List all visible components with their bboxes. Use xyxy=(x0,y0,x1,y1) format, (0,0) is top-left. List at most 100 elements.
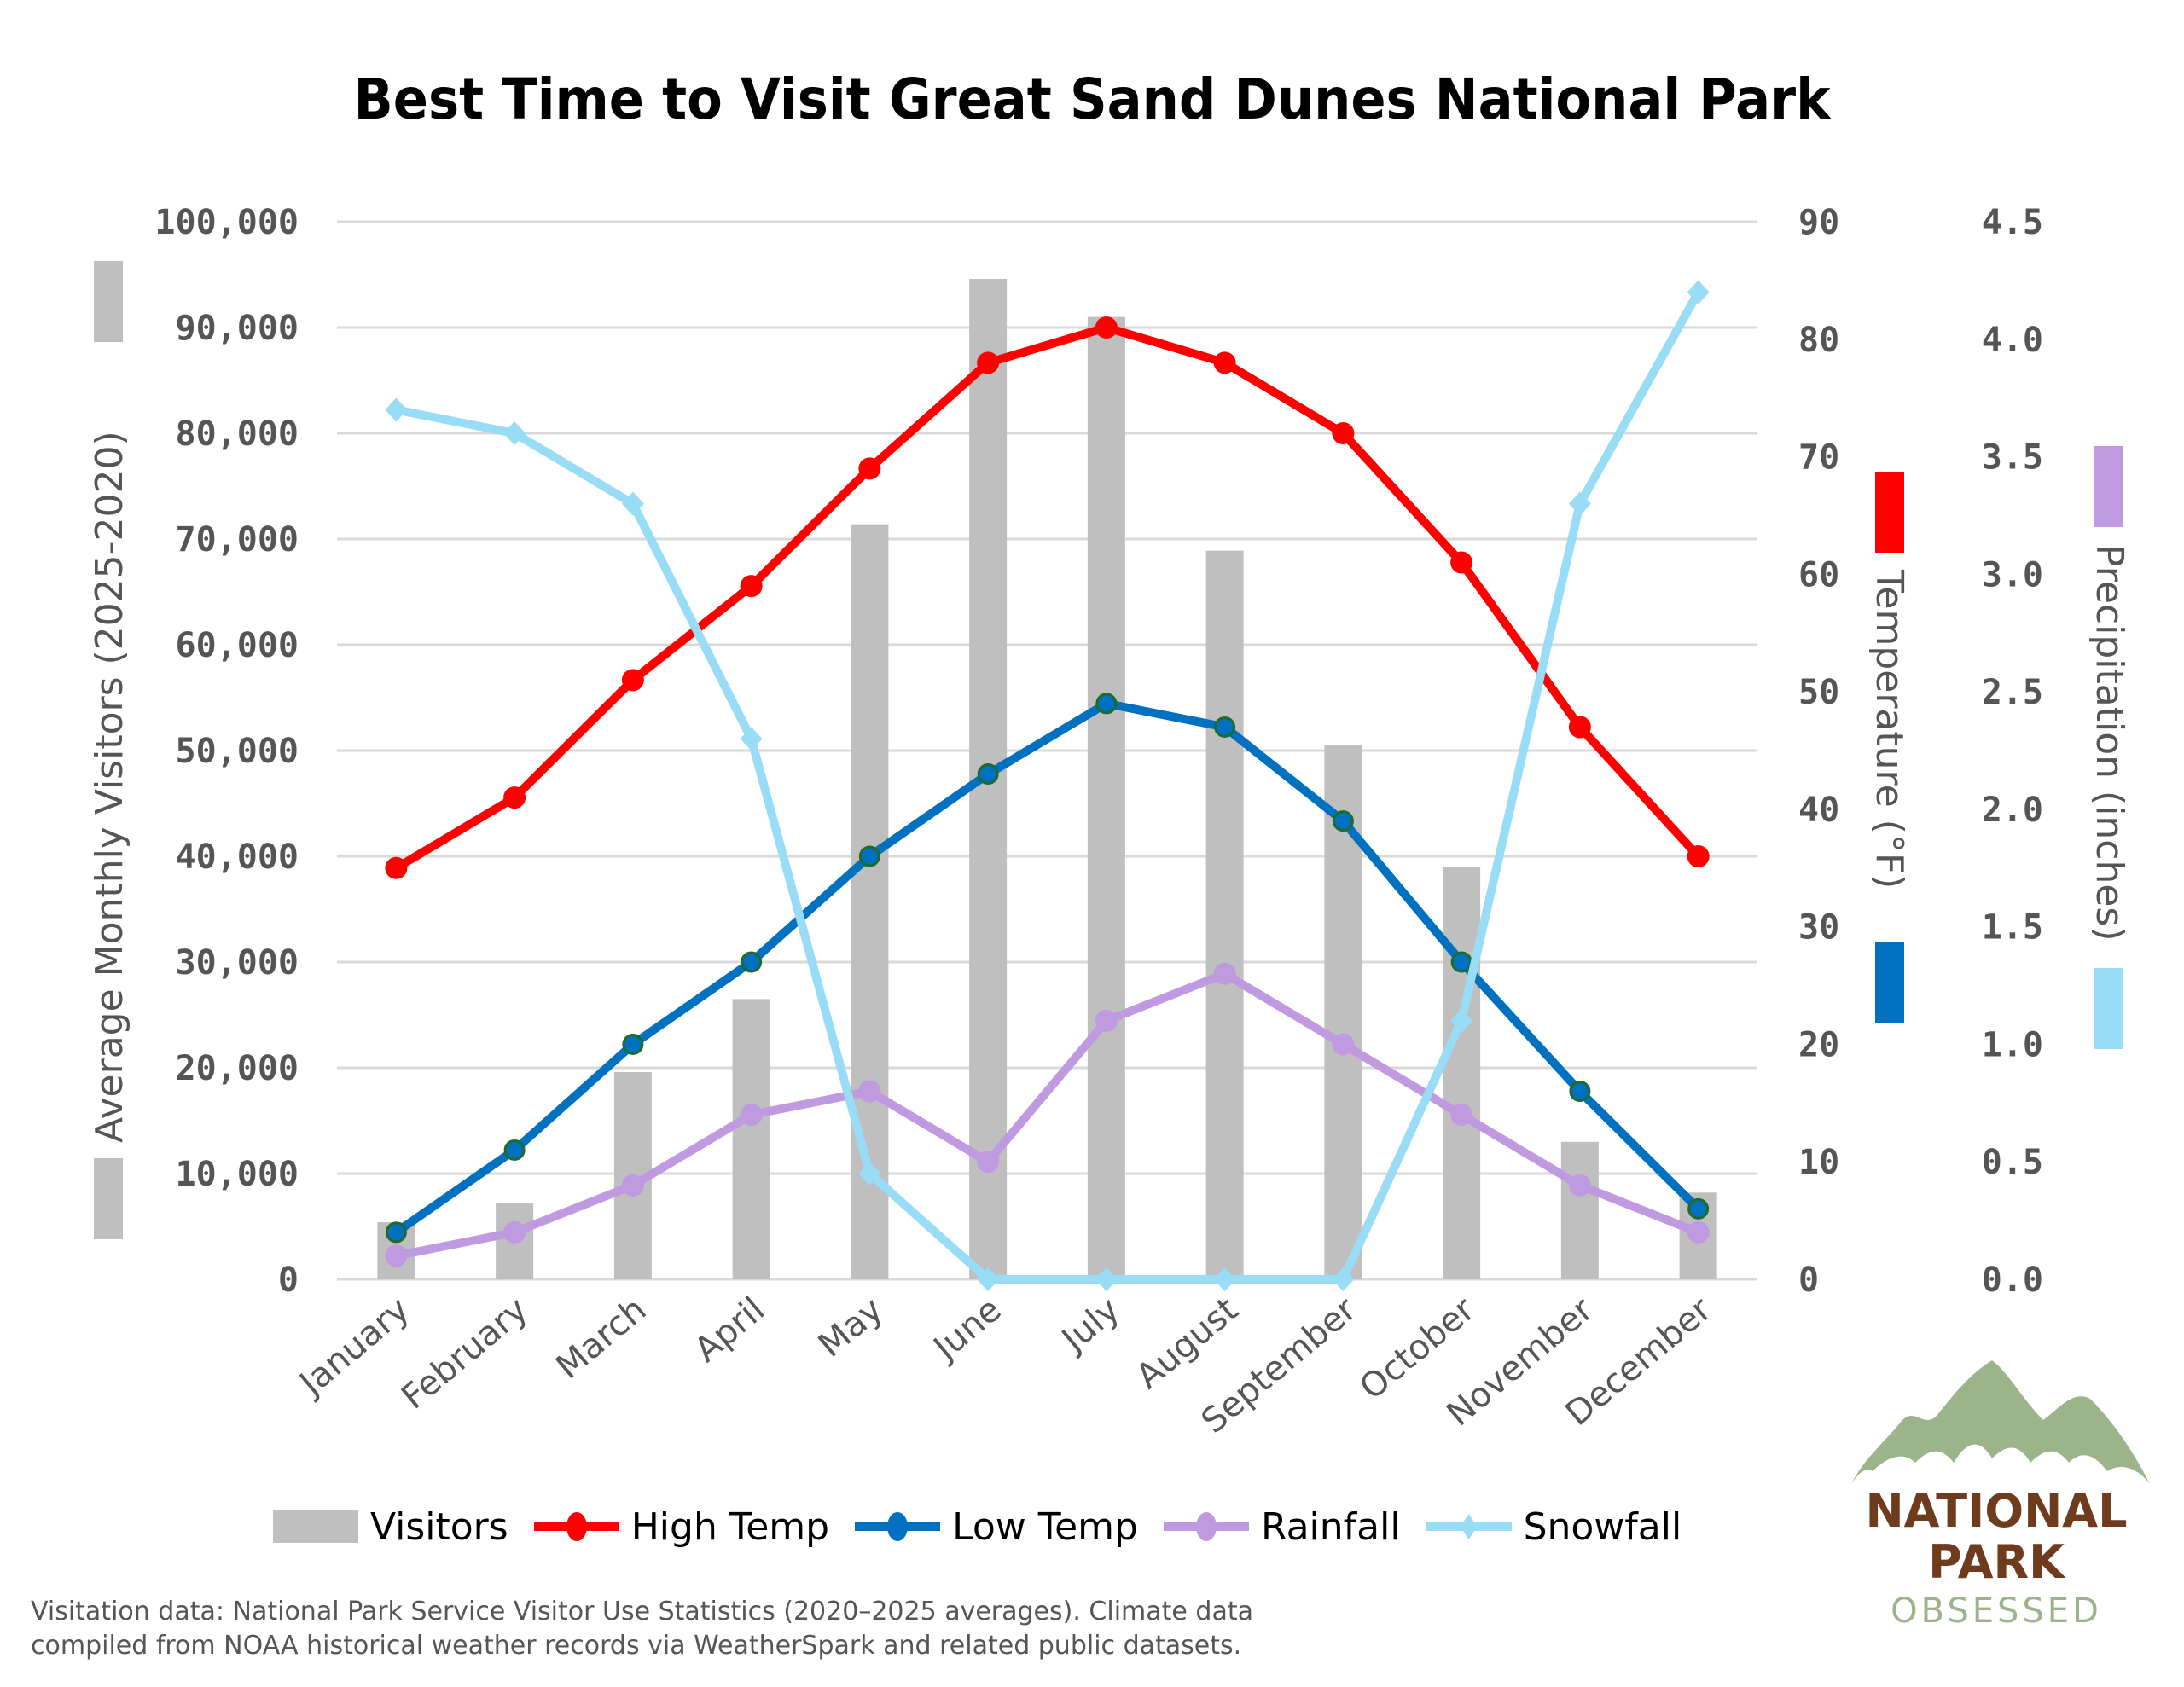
rainfall-marker xyxy=(858,1080,881,1103)
low-temp-marker xyxy=(977,763,999,786)
footnote-line-2: compiled from NOAA historical weather re… xyxy=(31,1631,1242,1661)
month-label: July xyxy=(1053,1290,1127,1360)
snowfall-marker xyxy=(385,397,408,422)
logo-text-park: PARK xyxy=(1928,1535,2065,1589)
rainfall-marker xyxy=(1332,1033,1355,1056)
logo-text-obsessed: OBSESSED xyxy=(1891,1591,2102,1631)
snowfall-series xyxy=(385,280,1710,1291)
series-lines xyxy=(385,280,1710,1291)
rainfall-marker xyxy=(1687,1220,1710,1244)
legend-item-high-temp: High Temp xyxy=(533,1504,830,1549)
left-axis-tick: 100,000 xyxy=(154,203,299,242)
high-temp-marker xyxy=(503,786,526,809)
left-axis-ticks: 100,000 90,000 80,000 70,000 60,000 50,000 40,… xyxy=(154,203,299,1300)
month-label: May xyxy=(811,1290,891,1365)
national-park-obsessed-logo: NATIONAL PARK OBSESSED xyxy=(1826,1356,2167,1638)
temp-axis-tick: 40 xyxy=(1798,791,1839,830)
temp-axis-tick: 30 xyxy=(1798,908,1839,948)
legend-label-low-temp: Low Temp xyxy=(952,1504,1138,1549)
left-axis-tick: 80,000 xyxy=(176,415,299,454)
left-axis-tick: 70,000 xyxy=(176,520,299,559)
high-temp-marker xyxy=(977,351,1000,374)
rainfall-marker xyxy=(977,1151,1000,1174)
high-temp-marker xyxy=(740,575,763,598)
logo-text-national: NATIONAL xyxy=(1865,1484,2128,1538)
left-axis-tick: 10,000 xyxy=(176,1155,299,1194)
high-temp-marker xyxy=(858,457,881,480)
snowfall-marker xyxy=(740,727,763,751)
visitor-bar xyxy=(1087,316,1125,1280)
left-axis-tick: 50,000 xyxy=(176,732,299,771)
low-temp-marker xyxy=(1450,951,1472,973)
low-temp-marker xyxy=(503,1139,526,1161)
high-temp-marker xyxy=(385,856,408,879)
precip-axis-tick: 1.0 xyxy=(1982,1025,2043,1064)
precip-axis-title: Precipitation (inches) xyxy=(2088,544,2131,942)
rainfall-marker xyxy=(503,1220,526,1244)
visitor-bar xyxy=(1443,867,1481,1279)
high-temp-axis-swatch xyxy=(1875,472,1904,553)
precip-axis-tick: 0.5 xyxy=(1982,1143,2043,1182)
precip-axis-tick: 4.0 xyxy=(1982,321,2043,360)
month-label: June xyxy=(925,1290,1009,1369)
snowfall-axis-swatch xyxy=(2094,968,2123,1049)
temp-axis-tick: 80 xyxy=(1798,321,1839,360)
low-temp-marker xyxy=(1214,716,1236,738)
month-label: August xyxy=(1129,1290,1246,1396)
visitors-axis-swatch-top xyxy=(94,261,123,342)
precip-axis-tick: 0.0 xyxy=(1982,1261,2043,1300)
precip-axis-tick: 2.5 xyxy=(1982,673,2043,712)
legend-label-visitors: Visitors xyxy=(370,1504,508,1549)
source-footnote: Visitation data: National Park Service V… xyxy=(31,1595,1310,1663)
left-axis-tick: 30,000 xyxy=(176,943,299,983)
snowfall-marker xyxy=(503,421,526,445)
precip-axis-tick: 3.0 xyxy=(1982,555,2043,594)
footnote-line-1: Visitation data: National Park Service V… xyxy=(31,1597,1253,1626)
high-temp-marker xyxy=(1095,316,1118,339)
high-temp-marker xyxy=(1687,845,1710,867)
rainfall-marker xyxy=(385,1244,408,1267)
legend-item-visitors: Visitors xyxy=(273,1505,508,1549)
left-axis-tick: 0 xyxy=(278,1261,299,1300)
rainfall-marker xyxy=(1568,1174,1591,1197)
low-temp-marker xyxy=(1569,1081,1591,1103)
precip-axis-tick: 4.5 xyxy=(1982,203,2043,242)
high-temp-marker xyxy=(1450,551,1473,574)
month-label: April xyxy=(687,1290,772,1370)
precip-axis-tick: 3.5 xyxy=(1982,438,2043,478)
snowfall-line-icon xyxy=(1426,1514,1512,1539)
left-axis-tick: 90,000 xyxy=(176,309,299,348)
legend-label-snowfall: Snowfall xyxy=(1523,1504,1682,1549)
snowfall-marker xyxy=(621,491,644,516)
mountain-icon xyxy=(1851,1360,2150,1484)
rainfall-marker xyxy=(1213,962,1236,985)
rainfall-marker xyxy=(1095,1009,1118,1032)
snowfall-marker xyxy=(1332,1267,1355,1291)
temp-axis-ticks: 90 80 70 60 50 40 30 20 10 0 xyxy=(1798,203,1839,1300)
visitors-swatch-icon xyxy=(273,1510,358,1543)
low-temp-marker xyxy=(622,1033,644,1055)
legend-item-snowfall: Snowfall xyxy=(1426,1505,1682,1549)
low-temp-marker xyxy=(385,1221,407,1244)
high-temp-marker xyxy=(1568,716,1591,739)
legend-label-high-temp: High Temp xyxy=(630,1504,830,1549)
legend-item-low-temp: Low Temp xyxy=(855,1505,1138,1549)
legend-label-rainfall: Rainfall xyxy=(1260,1504,1401,1549)
left-axis-title: Average Monthly Visitors (2025-2020) xyxy=(88,431,131,1143)
rainfall-marker xyxy=(740,1104,763,1127)
visitor-bar xyxy=(732,999,770,1279)
rainfall-line-icon xyxy=(1163,1512,1249,1541)
low-temp-marker xyxy=(858,845,880,867)
snowfall-marker xyxy=(977,1267,1000,1291)
temp-axis-tick: 90 xyxy=(1798,203,1839,242)
snowfall-marker xyxy=(858,1162,881,1186)
low-temp-marker xyxy=(1687,1197,1710,1220)
snowfall-marker xyxy=(1213,1267,1236,1291)
rainfall-marker xyxy=(621,1174,644,1197)
legend: Visitors High Temp Low Temp Rainfall Sno… xyxy=(273,1501,1707,1552)
high-temp-line-icon xyxy=(533,1512,619,1541)
temp-axis-tick: 70 xyxy=(1798,438,1839,478)
temp-axis-tick: 20 xyxy=(1798,1025,1839,1064)
high-temp-series xyxy=(385,316,1710,879)
